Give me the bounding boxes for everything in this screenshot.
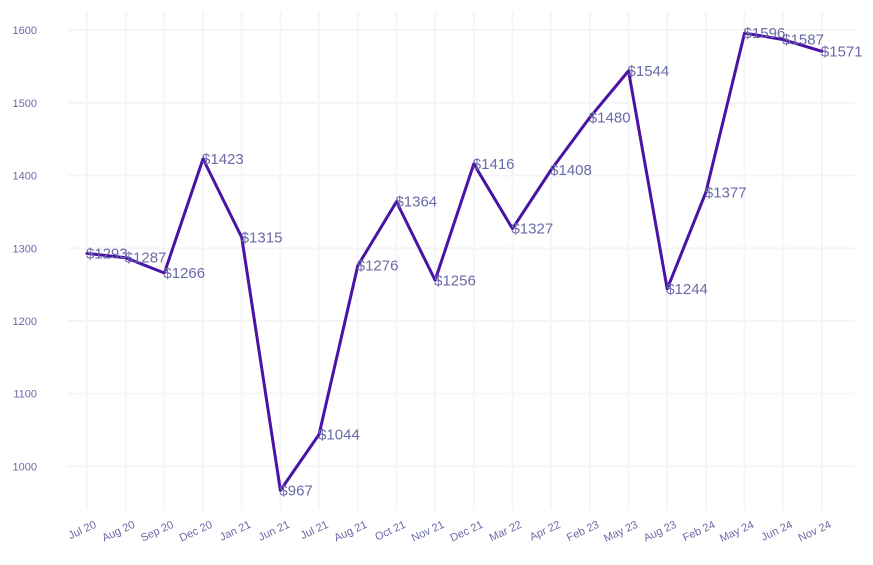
data-label: $1293 (86, 245, 128, 262)
data-label: $1315 (241, 229, 283, 246)
y-tick-label: 1200 (13, 316, 37, 328)
x-tick-label: Nov 24 (797, 519, 834, 545)
data-label: $1364 (395, 194, 437, 211)
x-tick-label: Feb 24 (681, 519, 717, 544)
x-tick-label: May 23 (602, 519, 640, 545)
y-tick-label: 1600 (13, 25, 37, 37)
x-tick-label: Jun 24 (759, 519, 794, 544)
y-tick-label: 1500 (13, 98, 37, 110)
data-label: $1416 (473, 156, 515, 173)
x-tick-label: Dec 21 (448, 519, 485, 545)
x-tick-label: Jun 21 (257, 519, 292, 544)
data-label: $1327 (511, 221, 553, 238)
data-label: $1244 (666, 281, 708, 298)
y-tick-label: 1300 (13, 243, 37, 255)
x-tick-label: Feb 23 (565, 519, 601, 544)
data-label: $1287 (125, 250, 167, 267)
series (85, 31, 824, 492)
x-tick-label: Jan 21 (218, 519, 253, 544)
x-tick-label: Oct 21 (373, 519, 407, 544)
x-tick-label: Nov 21 (410, 519, 447, 545)
x-axis: Jul 20 Aug 20 Sep 20 Dec 20 Jan 21 Jun 21 Jul … (67, 519, 834, 545)
x-tick-label: Aug 20 (100, 519, 137, 545)
y-tick-label: 1400 (13, 171, 37, 183)
y-axis: 1000 1100 1200 1300 1400 1500 1600 (13, 25, 37, 473)
data-label: $1480 (589, 109, 631, 126)
grid (68, 12, 855, 510)
data-label: $1377 (705, 184, 747, 201)
x-tick-label: Aug 21 (332, 519, 369, 545)
x-tick-label: Mar 22 (488, 519, 524, 544)
x-tick-label: Apr 22 (528, 519, 562, 544)
data-label: $1044 (318, 426, 360, 443)
data-label: $1408 (550, 162, 592, 179)
data-labels: $1293$1287$1266 $1423 $1315 $967 $1044 $1276 $… (86, 25, 863, 499)
y-tick-label: 1100 (13, 389, 37, 401)
x-tick-label: Jul 20 (67, 519, 99, 542)
series-line (85, 31, 824, 492)
data-label: $1423 (202, 151, 244, 168)
data-label: $1587 (782, 32, 824, 49)
x-tick-label: Aug 23 (642, 519, 679, 545)
data-label: $1596 (744, 25, 786, 42)
data-label: $1256 (434, 272, 476, 289)
data-label: $1266 (163, 265, 205, 282)
x-tick-label: Sep 20 (139, 519, 176, 545)
data-label: $1544 (628, 63, 670, 80)
data-label: $967 (279, 482, 312, 499)
data-label: $1276 (357, 258, 399, 275)
x-tick-label: Dec 20 (178, 519, 215, 545)
x-tick-label: Jul 21 (299, 519, 331, 542)
x-tick-label: May 24 (718, 519, 756, 545)
y-tick-label: 1000 (13, 461, 37, 473)
data-label: $1571 (821, 43, 863, 60)
